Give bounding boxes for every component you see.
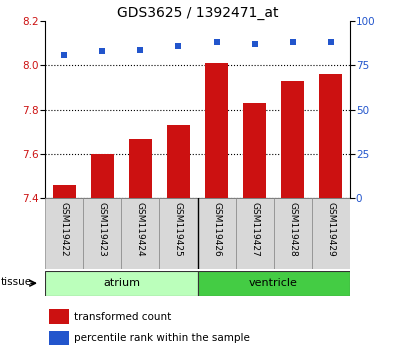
Bar: [45, 198, 83, 269]
Text: tissue: tissue: [1, 277, 32, 287]
Point: [137, 47, 144, 52]
Bar: [83, 198, 122, 269]
Bar: [281, 81, 304, 198]
Bar: [235, 198, 274, 269]
Bar: [198, 271, 350, 296]
Bar: [243, 103, 266, 198]
Point: [327, 40, 334, 45]
Bar: [122, 198, 160, 269]
Bar: [319, 74, 342, 198]
Text: GSM119429: GSM119429: [326, 202, 335, 257]
Bar: [49, 331, 69, 346]
Text: transformed count: transformed count: [74, 312, 171, 322]
Bar: [205, 63, 228, 198]
Text: percentile rank within the sample: percentile rank within the sample: [74, 333, 250, 343]
Point: [99, 48, 105, 54]
Point: [175, 43, 182, 49]
Text: GSM119425: GSM119425: [174, 202, 183, 257]
Point: [290, 40, 296, 45]
Bar: [129, 138, 152, 198]
Bar: [160, 198, 198, 269]
Text: GSM119427: GSM119427: [250, 202, 259, 257]
Bar: [53, 185, 76, 198]
Bar: [273, 198, 312, 269]
Bar: [198, 198, 235, 269]
Bar: [49, 309, 69, 324]
Text: GSM119428: GSM119428: [288, 202, 297, 257]
Bar: [45, 271, 198, 296]
Text: GSM119424: GSM119424: [136, 202, 145, 256]
Bar: [91, 154, 114, 198]
Text: ventricle: ventricle: [249, 278, 298, 288]
Bar: [167, 125, 190, 198]
Title: GDS3625 / 1392471_at: GDS3625 / 1392471_at: [117, 6, 278, 20]
Text: GSM119422: GSM119422: [60, 202, 69, 256]
Point: [61, 52, 68, 58]
Text: GSM119423: GSM119423: [98, 202, 107, 257]
Text: GSM119426: GSM119426: [212, 202, 221, 257]
Point: [213, 40, 220, 45]
Point: [251, 41, 258, 47]
Text: atrium: atrium: [103, 278, 140, 288]
Bar: [312, 198, 350, 269]
